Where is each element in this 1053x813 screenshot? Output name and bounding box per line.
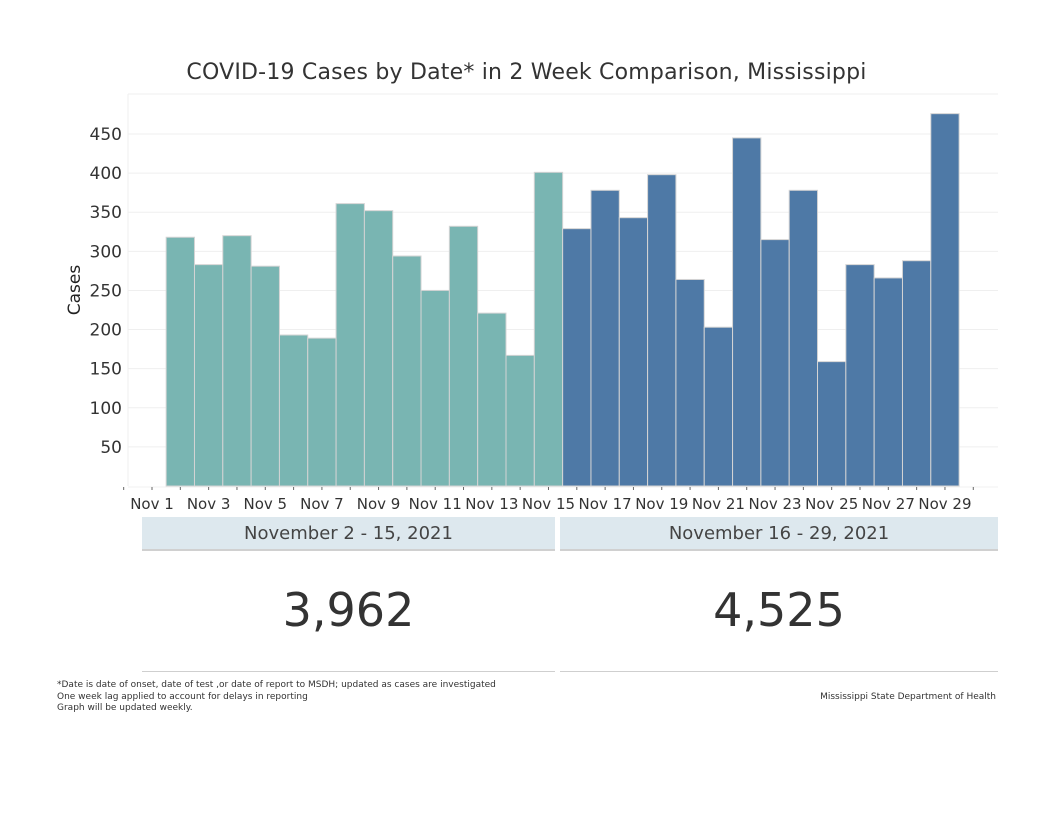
y-tick-label: 200 [90, 321, 122, 341]
bar-period1 [222, 235, 252, 487]
x-tick-label: Nov 11 [409, 495, 462, 513]
bar-period1 [505, 354, 535, 487]
period1-divider [142, 671, 555, 672]
bar-period1 [477, 312, 507, 487]
period1-header: November 2 - 15, 2021 [142, 517, 555, 551]
x-tick-label: Nov 9 [357, 495, 401, 513]
bar-period1 [533, 171, 564, 487]
bar-period1 [278, 334, 309, 487]
y-tick-label: 50 [100, 438, 122, 458]
x-tick-label: Nov 17 [579, 495, 632, 513]
x-tick-label: Nov 21 [692, 495, 745, 513]
bar-period2 [817, 361, 847, 487]
bar-period1 [363, 210, 394, 487]
x-tick-label: Nov 15 [522, 495, 575, 513]
footnote-line: Graph will be updated weekly. [57, 703, 193, 713]
footnotes: *Date is date of onset, date of test ,or… [57, 680, 496, 715]
x-tick-label: Nov 1 [130, 495, 174, 513]
bar-period1 [392, 255, 422, 487]
bar-period2 [590, 189, 620, 487]
bar-period2 [901, 260, 932, 487]
y-tick-label: 100 [90, 399, 122, 419]
bar-period2 [873, 277, 903, 487]
y-tick-label: 450 [90, 125, 122, 145]
x-tick-label: Nov 13 [465, 495, 518, 513]
bar-period1 [448, 225, 479, 487]
bar-period2 [703, 326, 734, 487]
bar-period1 [335, 203, 365, 487]
bar-period1 [193, 264, 224, 487]
bar-period2 [562, 228, 592, 487]
x-axis: Nov 1 Nov 3 Nov 5 Nov 7 Nov 9 Nov 11 Nov 13 Nov… [123, 486, 998, 513]
bars [165, 113, 960, 487]
bar-period1 [420, 289, 450, 487]
x-tick-label: Nov 19 [635, 495, 688, 513]
period2-header: November 16 - 29, 2021 [560, 517, 998, 551]
y-tick-label: 400 [90, 164, 122, 184]
period2-divider [560, 671, 998, 672]
bar-period2 [618, 217, 649, 487]
period2-total: 4,525 [713, 583, 845, 637]
bar-period2 [760, 239, 790, 487]
bar-period2 [732, 137, 762, 487]
y-tick-label: 150 [90, 360, 122, 380]
bar-period1 [307, 337, 337, 487]
bar-period2 [647, 174, 677, 487]
source-credit: Mississippi State Department of Health [820, 692, 996, 702]
bar-chart: 50 100 150 200 250 300 350 400 450 Nov 1 Nov 3 Nov… [65, 93, 998, 513]
y-axis-label: Cases [65, 265, 85, 316]
x-tick-label: Nov 27 [862, 495, 915, 513]
x-tick-label: Nov 5 [243, 495, 287, 513]
bar-period2 [845, 264, 875, 487]
x-tick-label: Nov 3 [187, 495, 231, 513]
chart-title: COVID-19 Cases by Date* in 2 Week Compar… [186, 60, 867, 85]
y-axis: 50 100 150 200 250 300 350 400 450 [90, 125, 122, 458]
footnote-line: *Date is date of onset, date of test ,or… [57, 680, 496, 690]
period1-total: 3,962 [282, 583, 415, 637]
footnote-line: One week lag applied to account for dela… [57, 691, 308, 702]
y-tick-label: 250 [90, 281, 122, 301]
bar-period2 [675, 278, 705, 487]
y-tick-label: 350 [90, 203, 122, 223]
x-tick-label: Nov 7 [300, 495, 344, 513]
x-tick-label: Nov 29 [918, 495, 971, 513]
bar-period1 [165, 236, 195, 487]
bar-period2 [788, 189, 819, 487]
x-tick-label: Nov 25 [805, 495, 858, 513]
bar-period2 [930, 113, 960, 487]
x-tick-label: Nov 23 [748, 495, 801, 513]
bar-period1 [250, 265, 280, 487]
y-tick-label: 300 [90, 242, 122, 262]
